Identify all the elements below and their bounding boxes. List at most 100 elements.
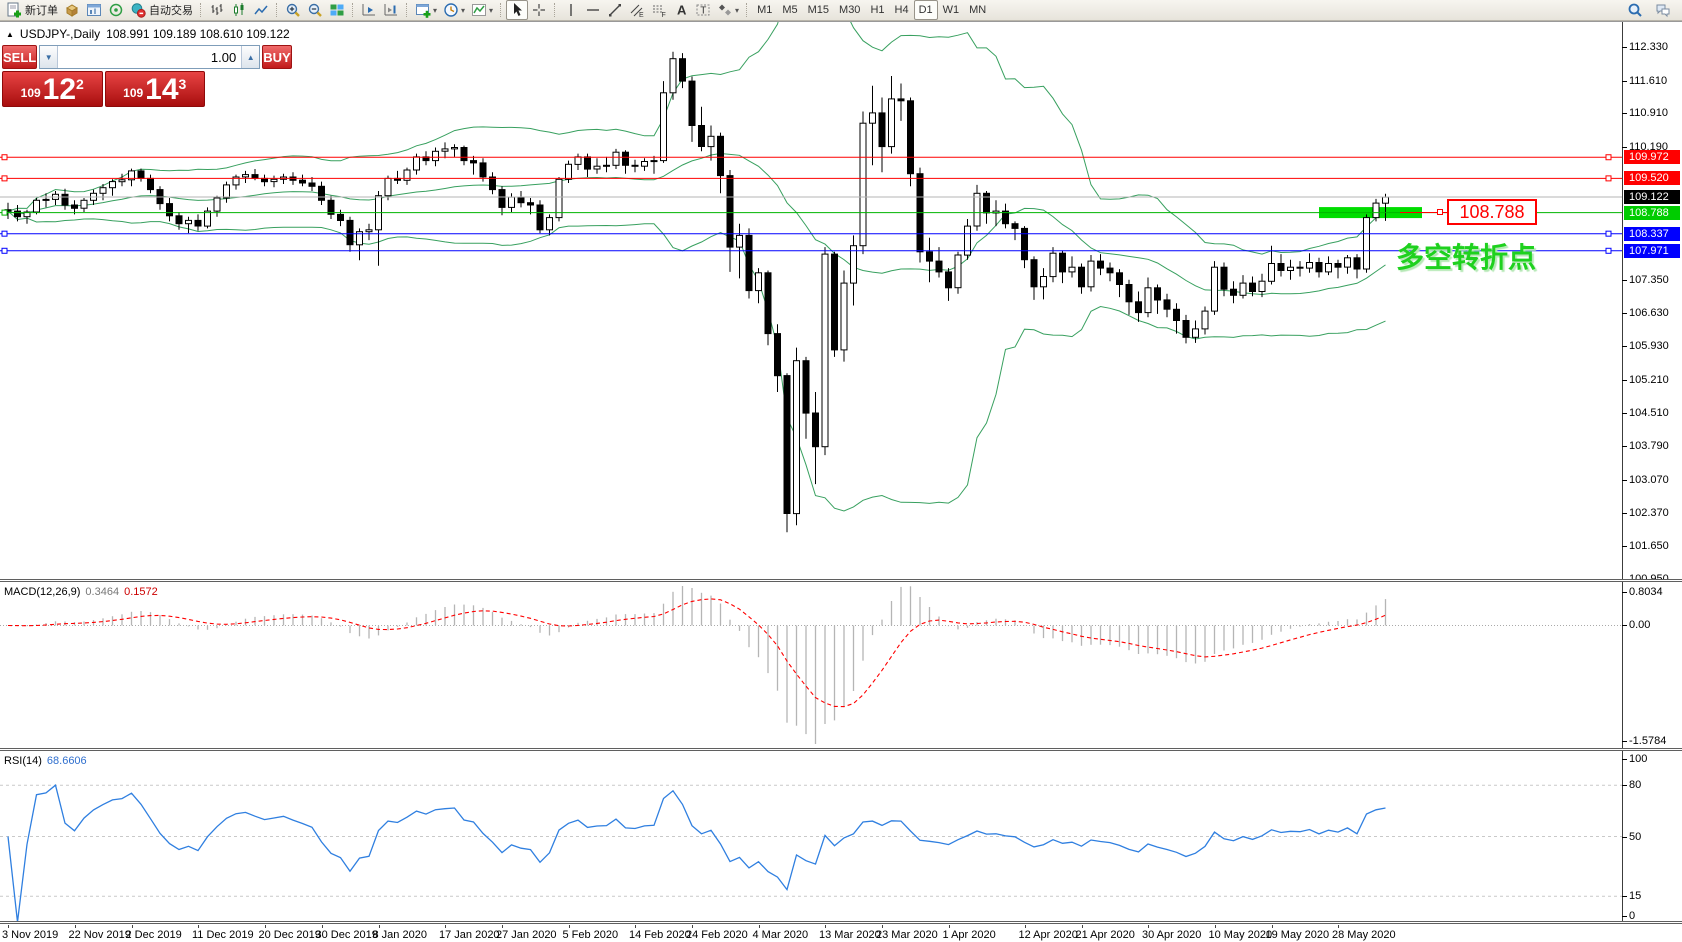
- sell-button[interactable]: SELL: [2, 45, 38, 69]
- candle-body: [1277, 263, 1285, 271]
- line-handle[interactable]: [1, 230, 8, 237]
- rsi-dates-separator[interactable]: [0, 921, 1682, 924]
- date-tick-mark: [8, 925, 9, 928]
- price-tick-label[interactable]: 112.330: [1629, 41, 1668, 53]
- tile-windows-button[interactable]: [326, 0, 348, 20]
- dropdown-arrow-icon: ▾: [735, 5, 740, 15]
- zoom-out-button[interactable]: [304, 0, 326, 20]
- community-chat-button[interactable]: [1652, 0, 1674, 20]
- volume-down-button[interactable]: ▼: [40, 46, 59, 68]
- tf-m15-button[interactable]: M15: [803, 0, 834, 20]
- price-tick-label[interactable]: 103.070: [1629, 473, 1669, 486]
- cursor-button[interactable]: [506, 0, 529, 20]
- price-tick-label[interactable]: 107.350: [1629, 273, 1669, 286]
- tf-d1-button[interactable]: D1: [913, 0, 938, 20]
- macd-rsi-separator[interactable]: [0, 748, 1682, 751]
- volume-up-button[interactable]: ▲: [241, 46, 260, 68]
- main-chart-canvas[interactable]: [0, 22, 1682, 579]
- candle-body: [470, 160, 477, 164]
- rsi-axis-label[interactable]: 100: [1629, 753, 1648, 765]
- new-order-label: 新订单: [25, 5, 58, 17]
- tf-w1-button[interactable]: W1: [938, 0, 965, 20]
- price-tick-label[interactable]: 110.910: [1629, 107, 1668, 120]
- macd-pane-canvas[interactable]: [0, 582, 1682, 748]
- search-button[interactable]: [1624, 0, 1646, 20]
- candle-body: [327, 199, 335, 215]
- line-handle[interactable]: [1, 209, 8, 216]
- line-handle[interactable]: [1605, 154, 1612, 161]
- tf-h1-button[interactable]: H1: [865, 0, 889, 20]
- vertical-line-button[interactable]: [560, 0, 582, 20]
- price-tick-label[interactable]: 105.210: [1629, 373, 1669, 386]
- tf-h4-button[interactable]: H4: [890, 0, 914, 20]
- chart-window-button[interactable]: [83, 0, 105, 20]
- rsi-axis-label[interactable]: 15: [1629, 890, 1642, 903]
- line-handle[interactable]: [1605, 247, 1612, 254]
- scroll-to-end-button[interactable]: [358, 0, 380, 20]
- fibonacci-button[interactable]: F: [648, 0, 670, 20]
- line-handle[interactable]: [1605, 175, 1612, 182]
- tf-mn-button[interactable]: MN: [964, 0, 991, 20]
- market-cube-button[interactable]: [61, 0, 83, 20]
- price-tick-label[interactable]: 103.790: [1629, 440, 1669, 453]
- tf-m1-button[interactable]: M1: [752, 0, 777, 20]
- horizontal-line-icon: [585, 2, 601, 18]
- time-axis[interactable]: 3 Nov 2019 22 Nov 2019 2 Dec 2019 11 Dec 20…: [0, 925, 1682, 942]
- rsi-pane-canvas[interactable]: [0, 751, 1682, 922]
- candle-chart-button[interactable]: [228, 0, 250, 20]
- new-order-button[interactable]: 新订单: [3, 0, 61, 20]
- zoom-in-button[interactable]: [282, 0, 304, 20]
- text-button[interactable]: A: [670, 0, 692, 20]
- tf-m30-button[interactable]: M30: [834, 0, 865, 20]
- horizontal-line-button[interactable]: [582, 0, 604, 20]
- price-callout-handle[interactable]: [1437, 209, 1443, 215]
- symbol-collapse-icon[interactable]: ▲: [6, 29, 14, 39]
- volume-input[interactable]: [58, 46, 242, 68]
- macd-axis-label[interactable]: 0.8034: [1629, 586, 1663, 598]
- main-macd-separator[interactable]: [0, 579, 1682, 582]
- line-handle[interactable]: [1, 247, 8, 254]
- macd-axis-label[interactable]: 0.00: [1629, 619, 1651, 632]
- pivot-annotation-text[interactable]: 多空转折点: [1396, 242, 1537, 273]
- tf-m5-button[interactable]: M5: [777, 0, 802, 20]
- buy-button[interactable]: BUY: [262, 45, 292, 69]
- sell-price-button[interactable]: 109 12 2: [2, 71, 103, 107]
- bar-chart-button[interactable]: [206, 0, 228, 20]
- price-tick-label[interactable]: 106.630: [1629, 307, 1669, 320]
- line-handle[interactable]: [1, 175, 8, 182]
- text-label-button[interactable]: T: [692, 0, 714, 20]
- crosshair-button[interactable]: [528, 0, 550, 20]
- rsi-axis-label[interactable]: 80: [1629, 779, 1642, 792]
- line-handle[interactable]: [1, 154, 8, 161]
- rsi-axis-label[interactable]: 0: [1629, 910, 1636, 922]
- date-label: 22 Nov 2019: [68, 929, 131, 941]
- rsi-line: [7, 784, 1386, 922]
- date-tick-mark: [948, 925, 950, 928]
- line-chart-button[interactable]: [250, 0, 272, 20]
- macd-axis-label[interactable]: -1.5784: [1629, 735, 1667, 747]
- equidistant-channel-button[interactable]: E: [626, 0, 648, 20]
- buy-price-button[interactable]: 109 14 3: [104, 71, 205, 107]
- signal-button[interactable]: [105, 0, 127, 20]
- date-label: 3 Nov 2019: [2, 929, 59, 941]
- trendline-button[interactable]: [604, 0, 626, 20]
- price-tick-label[interactable]: 104.510: [1629, 406, 1669, 419]
- profiles-button[interactable]: ▾: [440, 0, 468, 20]
- rsi-axis-label[interactable]: 50: [1629, 830, 1642, 843]
- price-tick-label[interactable]: 102.370: [1629, 506, 1669, 519]
- autotrade-button[interactable]: 自动交易: [127, 0, 196, 20]
- price-tick-label[interactable]: 111.610: [1629, 74, 1668, 87]
- dropdown-arrow-icon: ▾: [461, 5, 466, 15]
- indicators-button[interactable]: ▾: [468, 0, 496, 20]
- auto-scroll-button[interactable]: [380, 0, 402, 20]
- community-chat-icon: [1655, 2, 1671, 18]
- new-chart-button[interactable]: ▾: [412, 0, 440, 20]
- arrows-button[interactable]: ▾: [714, 0, 742, 20]
- candle-body: [973, 192, 981, 227]
- price-tick-label[interactable]: 101.650: [1629, 540, 1669, 553]
- candle-body: [242, 174, 249, 178]
- price-tick-label[interactable]: 110.190: [1629, 141, 1668, 154]
- price-tick-label[interactable]: 105.930: [1629, 340, 1669, 353]
- price-callout-label[interactable]: 108.788: [1447, 199, 1537, 225]
- line-handle[interactable]: [1605, 230, 1612, 237]
